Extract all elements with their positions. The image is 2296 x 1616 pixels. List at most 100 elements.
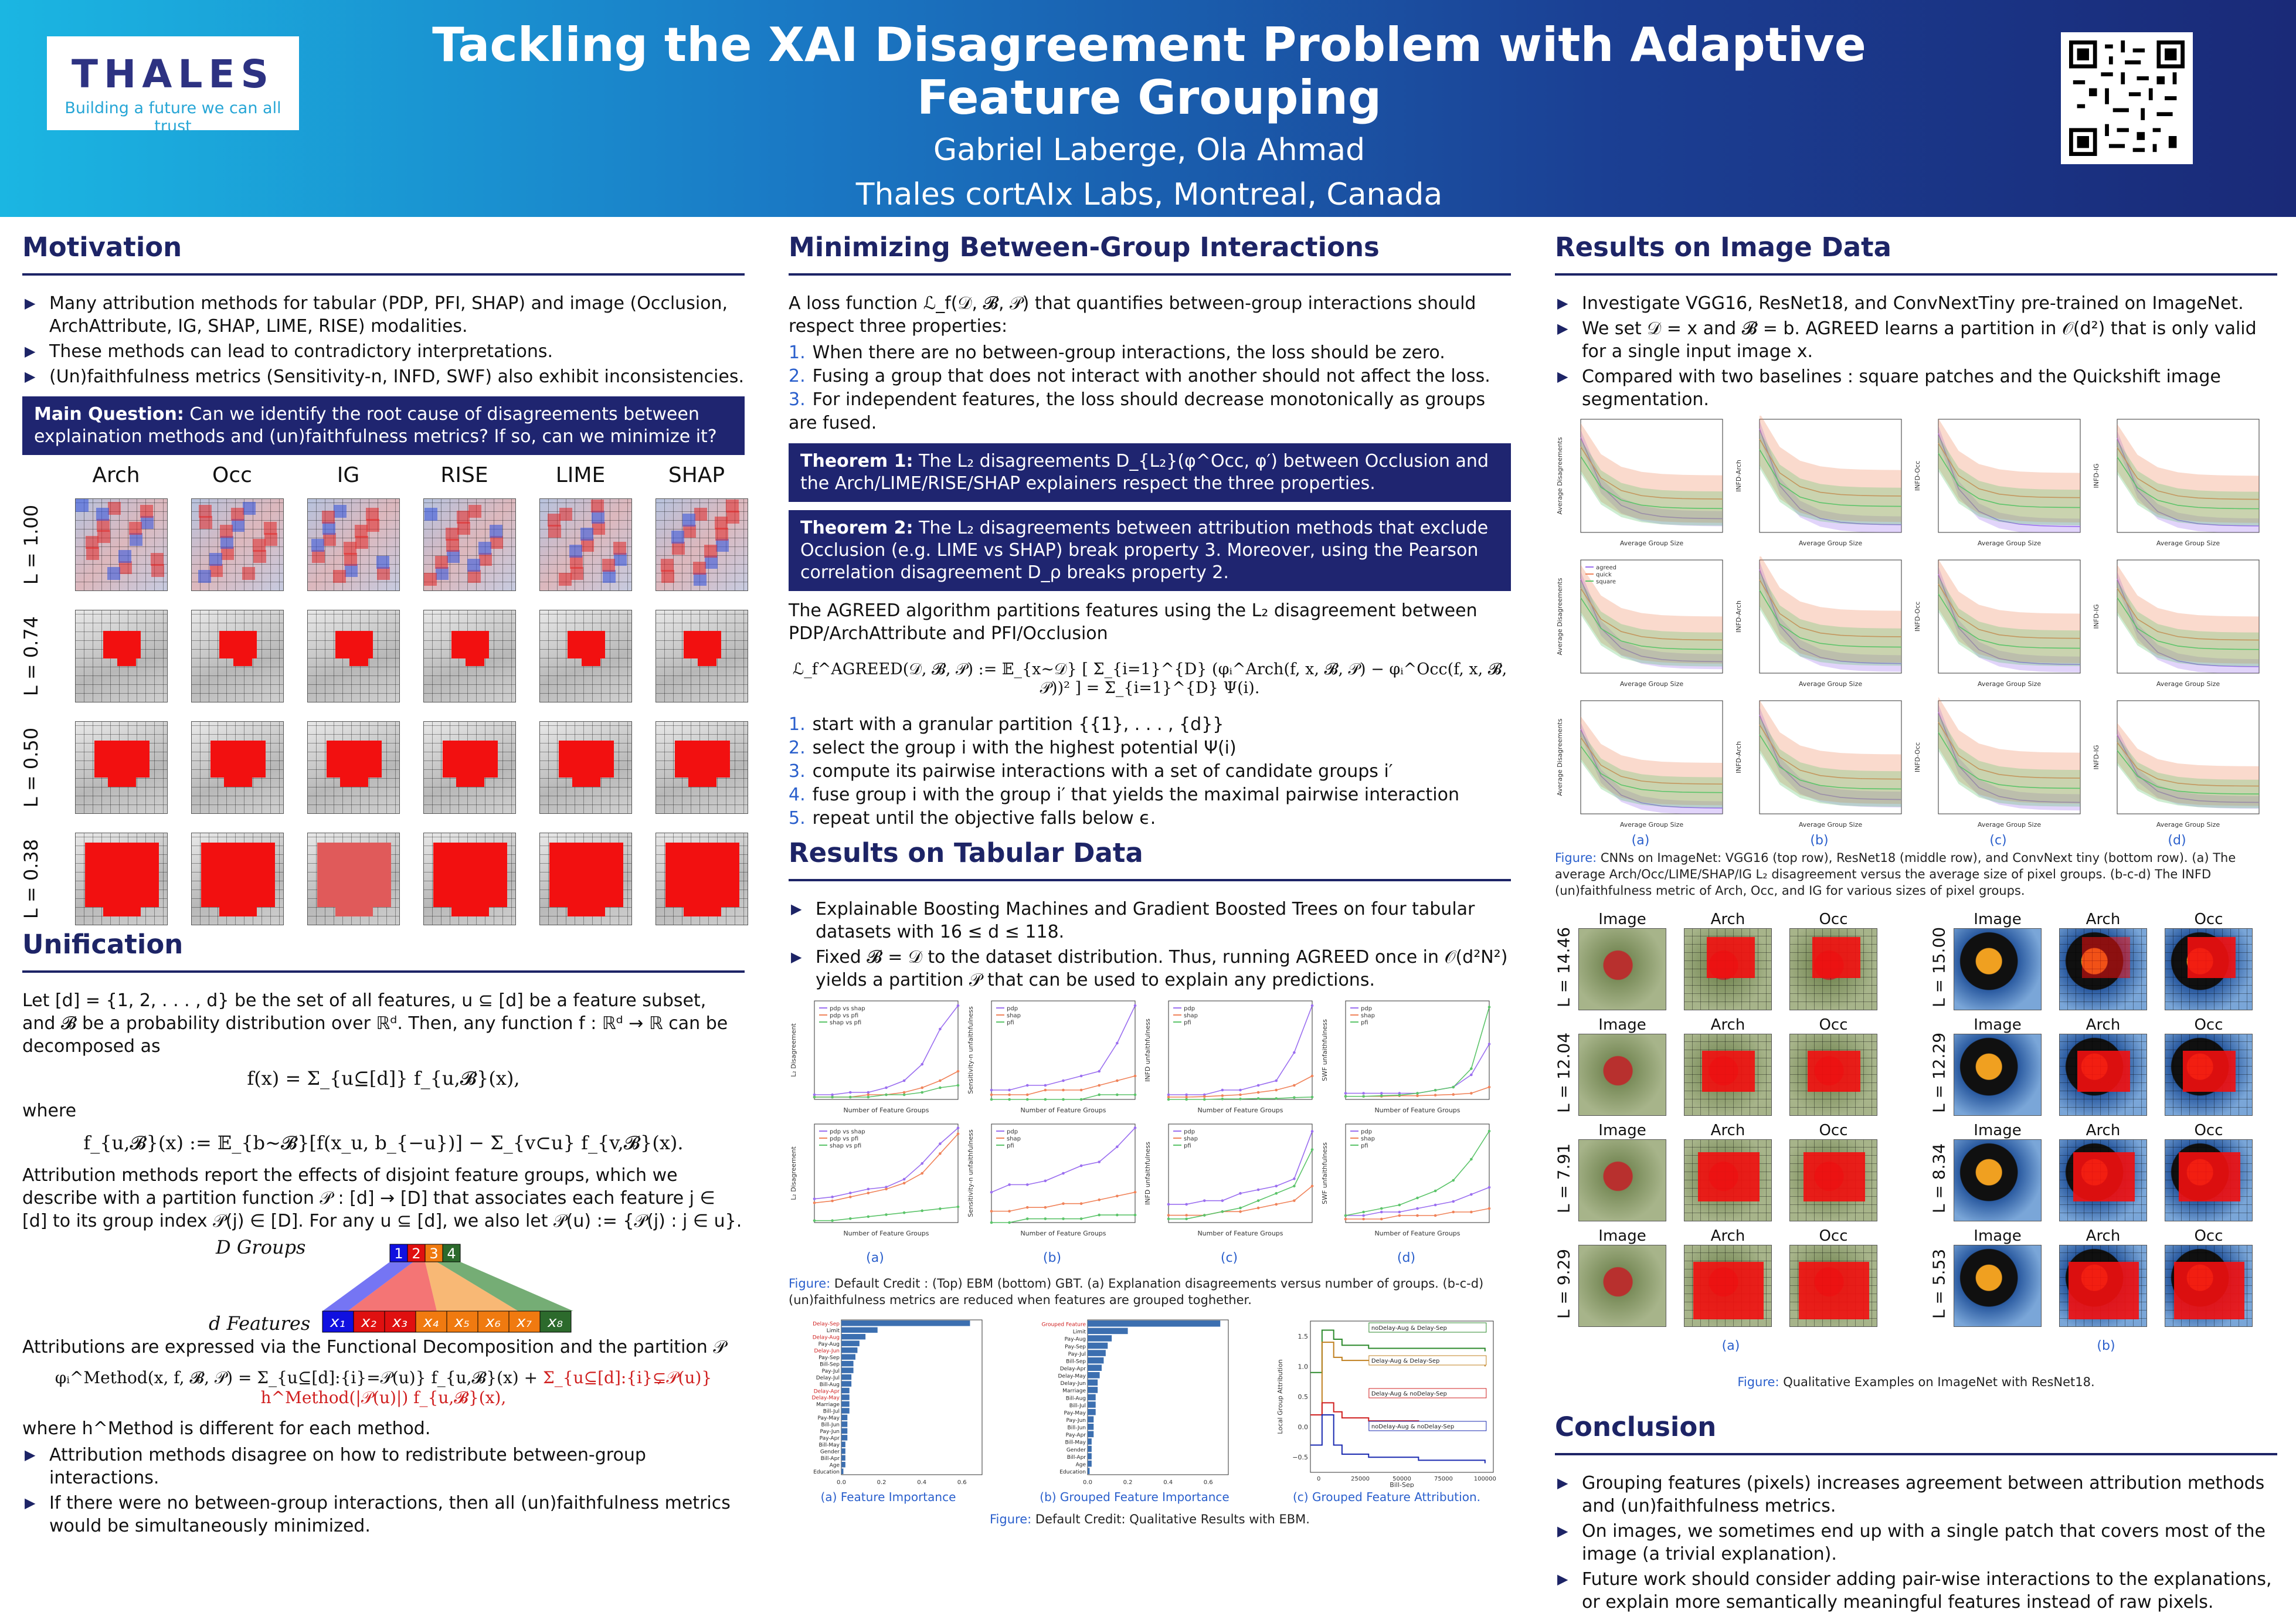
bar-label: Marriage xyxy=(1062,1388,1086,1394)
row-label: L = 0.74 xyxy=(20,616,42,697)
series-band xyxy=(1760,717,1901,807)
attribution-cell xyxy=(726,511,739,524)
logo-tagline: Building a future we can all trust xyxy=(64,99,281,135)
data-point xyxy=(1434,1094,1437,1096)
data-point xyxy=(902,1093,906,1096)
data-point xyxy=(867,1091,870,1094)
subfigure-label: (b) xyxy=(1810,833,1829,848)
attribution-mask xyxy=(233,647,252,666)
data-point xyxy=(1487,1186,1491,1189)
bar-label: Pay-Sep xyxy=(818,1355,840,1361)
bar xyxy=(1088,1431,1094,1438)
data-point xyxy=(1079,1202,1083,1205)
equation-agreed: ℒ_f^AGREED(𝒟, 𝓑, 𝒫) := 𝔼_{x∼𝒟} [ Σ_{i=1}… xyxy=(792,660,1507,697)
attribution-mask xyxy=(1803,1152,1865,1201)
data-point xyxy=(1470,1092,1473,1095)
bar-label: Bill-Aug xyxy=(820,1382,840,1388)
data-point xyxy=(1044,1084,1047,1087)
data-point xyxy=(1008,1221,1011,1224)
data-point xyxy=(848,1217,852,1220)
series-line xyxy=(2117,750,2260,795)
column-label: Image xyxy=(1598,911,1646,928)
bar-label: Pay-Aug xyxy=(1065,1337,1086,1343)
y-axis-label: SWF unfaithfulness xyxy=(1321,1142,1329,1204)
tabular-caption-2: Figure: Default Credit: Qualitative Resu… xyxy=(990,1512,1310,1526)
data-point xyxy=(1398,1092,1401,1095)
method-label: IG xyxy=(337,463,360,487)
legend-label: pdp xyxy=(1184,1006,1195,1012)
bar-label: Bill-Sep xyxy=(820,1362,840,1367)
data-point xyxy=(1025,1206,1029,1209)
series-band xyxy=(1581,565,1723,664)
group-id: 4 xyxy=(447,1245,456,1262)
row-label: L = 5.53 xyxy=(1929,1248,1949,1319)
attribution-mask xyxy=(451,898,489,917)
h-method-note: where h^Method is different for each met… xyxy=(22,1418,431,1439)
data-point xyxy=(1203,1214,1206,1217)
chart-panel: pdp vs shap pdp vs pfi shap vs pfi Number o… xyxy=(789,997,962,1115)
data-point xyxy=(1062,1202,1065,1205)
bar xyxy=(841,1408,850,1414)
data-point xyxy=(1310,1148,1314,1151)
tick-label: 0 xyxy=(1317,1476,1320,1482)
column-label: Image xyxy=(1598,1016,1646,1034)
feature-id: x₅ xyxy=(454,1313,470,1331)
attribution-cell xyxy=(559,508,572,521)
unification-heading: Unification xyxy=(22,929,745,973)
feature-id: x₄ xyxy=(423,1313,439,1331)
annotation-box xyxy=(1368,1421,1487,1431)
properties-list: 1. When there are no between-group intera… xyxy=(789,341,1511,435)
tick-label: 50000 xyxy=(1392,1476,1411,1482)
data-point xyxy=(939,1086,942,1089)
bar xyxy=(1088,1379,1098,1386)
plot-frame xyxy=(1580,700,1723,814)
data-point xyxy=(1133,1213,1137,1217)
step-chart: noDelay-Aug & Delay-Sep Delay-Aug & Delay… xyxy=(1276,1320,1496,1489)
bar xyxy=(841,1428,848,1434)
qualitative-tile xyxy=(1954,1245,2042,1327)
qr-code[interactable] xyxy=(2061,32,2193,164)
column-label: Image xyxy=(1974,1227,2022,1245)
bar xyxy=(841,1462,845,1468)
plot-frame xyxy=(1168,1123,1313,1223)
data-point xyxy=(1062,1172,1065,1175)
list-item: 1. start with a granular partition {{1}, … xyxy=(789,714,1224,735)
attribution-cell xyxy=(322,522,335,535)
attribution-cell xyxy=(457,511,470,524)
series-band xyxy=(1760,430,1901,525)
attribution-tile xyxy=(191,721,284,814)
attribution-tile xyxy=(423,498,516,591)
bar-label: Delay-Aug xyxy=(813,1335,840,1340)
column-label: Occ xyxy=(1819,911,1848,928)
data-point xyxy=(902,1177,906,1181)
series-line xyxy=(1310,1329,1486,1373)
attribution-cell xyxy=(253,550,266,563)
series-line xyxy=(2117,447,2260,500)
qualitative-tile xyxy=(1578,1034,1666,1116)
data-point xyxy=(1185,1098,1188,1101)
qr-code-icon xyxy=(2069,40,2185,156)
list-item: 1. When there are no between-group intera… xyxy=(789,342,1445,363)
attribution-cell xyxy=(344,553,357,566)
data-point xyxy=(1167,1214,1170,1217)
series-line xyxy=(1759,724,1902,780)
attribution-cell xyxy=(468,505,481,518)
attribution-cell xyxy=(130,533,142,546)
data-point xyxy=(939,1152,942,1155)
series-line xyxy=(1580,456,1723,510)
x-axis-label: Average Group Size xyxy=(2156,539,2220,547)
x-axis-label: Average Group Size xyxy=(1620,821,1683,829)
list-item: On images, we sometimes end up with a si… xyxy=(1555,1520,2277,1566)
bar-label: Education xyxy=(813,1469,840,1475)
attribution-mask xyxy=(582,647,600,666)
data-point xyxy=(1079,1164,1083,1167)
tick-label: 0.0 xyxy=(837,1479,846,1486)
list-item: (Un)faithfulness metrics (Sensitivity-n,… xyxy=(22,365,745,388)
series-band xyxy=(1938,559,2080,663)
data-point xyxy=(1185,1217,1188,1221)
series-line xyxy=(1759,590,1902,648)
